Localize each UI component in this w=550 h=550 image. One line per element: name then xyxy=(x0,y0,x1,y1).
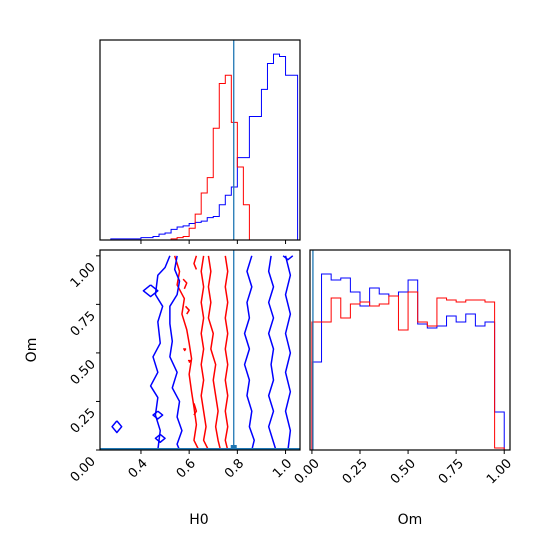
contour-y-tick-label-0: 0.00 xyxy=(68,454,99,485)
contour-blue-3 xyxy=(267,255,277,450)
contour-frame xyxy=(99,249,301,451)
contour-blue-6 xyxy=(111,420,123,434)
contour-blue-5 xyxy=(142,284,159,298)
om-hist-series-red xyxy=(311,291,505,450)
contour-y-tick-label-1: 0.25 xyxy=(68,406,99,437)
om-x-tick-label-4: 1.00 xyxy=(484,456,515,487)
h0-hist-frame xyxy=(99,39,301,241)
om-x-tick-label-1: 0.25 xyxy=(340,456,371,487)
contour-blue-4 xyxy=(284,255,292,450)
contour-x-tick-label-1: 0.6 xyxy=(174,456,199,481)
x-axis-label-h0: H0 xyxy=(189,512,208,528)
contour-red-2 xyxy=(207,255,222,450)
contour-blue-7 xyxy=(154,433,166,443)
contour-y-tick-label-3: 0.75 xyxy=(68,309,99,340)
om-hist-frame xyxy=(309,249,511,451)
contour-red-3 xyxy=(224,255,229,450)
contour-blue-8 xyxy=(152,410,164,420)
x-axis-label-om: Om xyxy=(398,512,423,528)
contour-x-tick-label-2: 0.8 xyxy=(222,456,247,481)
contour-red-7 xyxy=(183,348,187,352)
contour-x-tick-label-0: 0.4 xyxy=(126,456,151,481)
om-hist-series-blue xyxy=(311,273,505,450)
contour-red-4 xyxy=(193,255,198,270)
contour-red-9 xyxy=(193,403,198,416)
truth-point-marker xyxy=(230,445,237,450)
om-x-tick-label-3: 0.75 xyxy=(436,456,467,487)
contour-y-tick-label-4: 1.00 xyxy=(68,260,99,291)
y-axis-label-om: Om xyxy=(24,338,40,363)
contour-blue-0 xyxy=(169,255,183,450)
contour-red-1 xyxy=(200,255,210,450)
h0-om-contour-panel: 0.4 0.6 0.8 1.00.000.250.500.751.00 xyxy=(68,249,301,485)
contour-lines-group xyxy=(111,255,294,450)
h0-hist-series-red xyxy=(104,74,298,241)
om-x-tick-label-0: 0.00 xyxy=(292,456,323,487)
contour-blue-1 xyxy=(149,255,171,450)
om-marginal-panel: 0.00 0.25 0.50 0.75 1.00 xyxy=(292,249,515,487)
contour-blue-2 xyxy=(243,255,255,450)
contour-red-5 xyxy=(182,278,188,290)
om-x-tick-label-2: 0.50 xyxy=(388,456,419,487)
h0-hist-series-blue xyxy=(104,53,299,241)
contour-red-6 xyxy=(184,305,190,315)
contour-blue-9 xyxy=(282,255,294,261)
contour-red-8 xyxy=(187,359,192,364)
h0-marginal-panel xyxy=(99,39,301,244)
contour-y-tick-label-2: 0.50 xyxy=(68,357,99,388)
